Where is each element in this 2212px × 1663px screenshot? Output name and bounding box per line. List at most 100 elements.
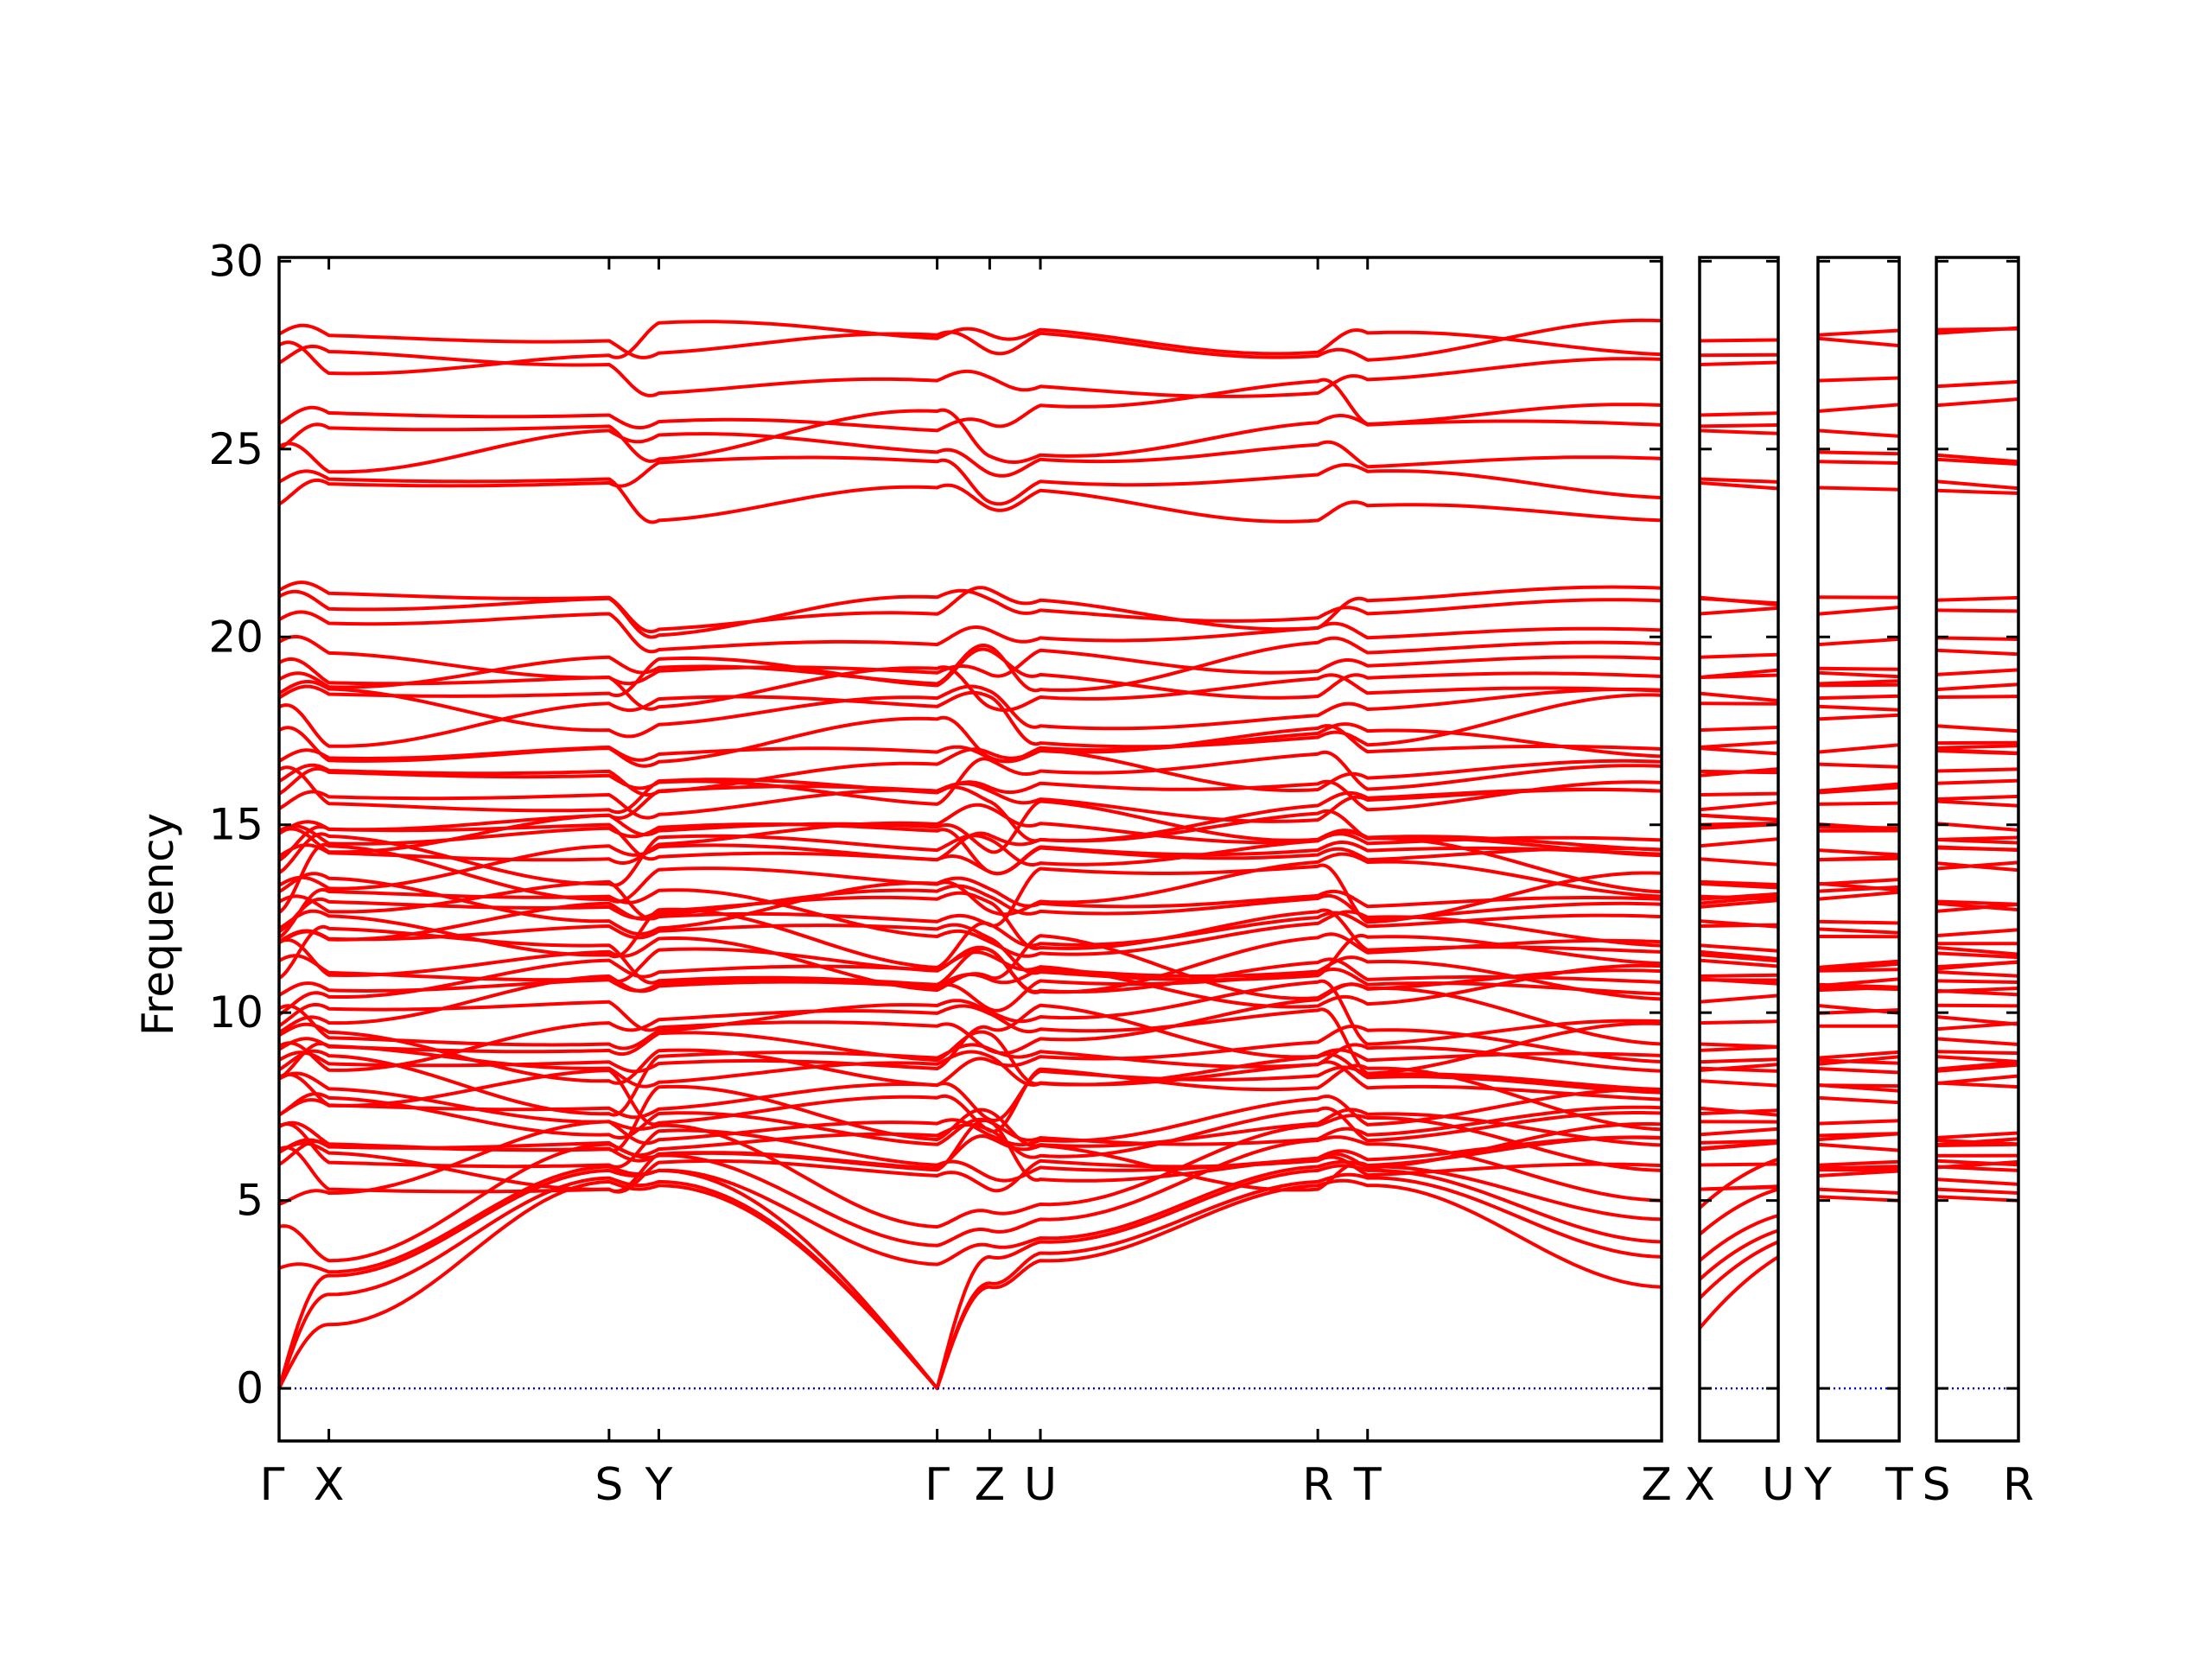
band-line: [1700, 363, 1778, 365]
band-line: [1700, 1216, 1778, 1260]
band-line: [1818, 673, 1899, 676]
band-line: [1700, 742, 1778, 747]
band-line: [279, 321, 1662, 360]
band-line: [1936, 1057, 2018, 1062]
band-line: [279, 612, 1662, 651]
band-line: [1700, 655, 1778, 657]
band-line: [1818, 331, 1899, 335]
k-point-label: X: [1684, 1459, 1715, 1511]
band-line: [1936, 930, 2018, 936]
band-line: [1700, 425, 1778, 426]
band-line: [1700, 608, 1778, 614]
k-point-label: T: [1885, 1459, 1913, 1511]
band-line: [1936, 684, 2018, 689]
band-line: [1700, 839, 1778, 846]
band-line: [279, 873, 1662, 934]
band-line: [1700, 1059, 1778, 1062]
band-line: [1700, 676, 1778, 678]
band-line: [1818, 745, 1899, 752]
band-line: [1700, 355, 1778, 356]
band-line: [1936, 746, 2018, 748]
band-line: [1936, 491, 2018, 493]
band-line: [1936, 848, 2018, 850]
band-line: [1818, 859, 1899, 860]
k-point-label: S: [1922, 1459, 1950, 1511]
band-line: [1936, 988, 2018, 992]
band-line: [1936, 399, 2018, 405]
band-line: [1818, 452, 1899, 454]
y-tick-label: 25: [208, 424, 264, 474]
band-line: [1936, 696, 2018, 697]
band-line: [1818, 1085, 1899, 1086]
band-line: [1700, 816, 1778, 820]
band-line: [1936, 797, 2018, 799]
band-line: [1818, 461, 1899, 463]
band-line: [1700, 694, 1778, 701]
band-line: [1818, 969, 1899, 971]
band-line: [1818, 669, 1899, 670]
band-line: [1818, 850, 1899, 854]
band-line: [1936, 972, 2018, 976]
k-point-label: S: [594, 1459, 623, 1511]
band-line: [1818, 715, 1899, 720]
k-point-label: Z: [1641, 1459, 1672, 1511]
band-line: [1700, 1081, 1778, 1086]
k-point-label: T: [1353, 1459, 1382, 1511]
band-line: [1700, 727, 1778, 730]
band-line: [1818, 892, 1899, 899]
band-line: [1818, 1098, 1899, 1103]
band-line: [1818, 929, 1899, 932]
y-tick-label: 20: [208, 612, 264, 662]
band-line: [279, 346, 1662, 397]
band-line: [1936, 1167, 2018, 1171]
band-line: [1700, 794, 1778, 795]
band-line: [1700, 859, 1778, 865]
band-line: [1818, 1120, 1899, 1123]
band-line: [1936, 1038, 2018, 1044]
bands-layer: [279, 321, 2018, 1388]
band-line: [1818, 879, 1899, 884]
band-line: [1818, 378, 1899, 381]
band-line: [1700, 975, 1778, 976]
band-line: [1818, 488, 1899, 490]
band-line: [279, 637, 1662, 683]
band-line: [1818, 827, 1899, 828]
band-line: [1936, 802, 2018, 806]
band-line: [1818, 1145, 1899, 1151]
band-line: [1936, 610, 2018, 611]
band-line: [1936, 823, 2018, 830]
band-line: [1818, 765, 1899, 767]
band-line: [1700, 1044, 1778, 1047]
band-line: [1936, 840, 2018, 843]
band-line: [1700, 340, 1778, 341]
band-line: [1818, 1162, 1899, 1165]
k-point-label: X: [314, 1459, 345, 1511]
band-line: [1700, 1021, 1778, 1023]
band-line: [1818, 339, 1899, 346]
band-line: [1936, 651, 2018, 654]
k-point-label: U: [1762, 1459, 1795, 1511]
band-line: [1936, 981, 2018, 982]
band-line: [1818, 803, 1899, 804]
band-line: [1936, 1083, 2018, 1088]
k-point-label: Y: [1803, 1459, 1832, 1511]
band-line: [1936, 1133, 2018, 1139]
band-line: [279, 1165, 1662, 1388]
k-point-label: Γ: [260, 1459, 285, 1511]
band-line: [1936, 382, 2018, 386]
band-line: [1818, 1196, 1899, 1200]
band-line: [1818, 707, 1899, 710]
band-line: [1700, 803, 1778, 809]
band-line: [1936, 1017, 2018, 1025]
band-line: [1818, 430, 1899, 436]
y-tick-label: 30: [208, 236, 264, 286]
band-line: [1936, 781, 2018, 784]
k-point-label: U: [1024, 1459, 1057, 1511]
band-line: [1936, 1051, 2018, 1053]
band-line: [1818, 1069, 1899, 1073]
band-line: [1700, 748, 1778, 753]
band-line: [279, 718, 1662, 766]
band-line: [1936, 1196, 2018, 1200]
